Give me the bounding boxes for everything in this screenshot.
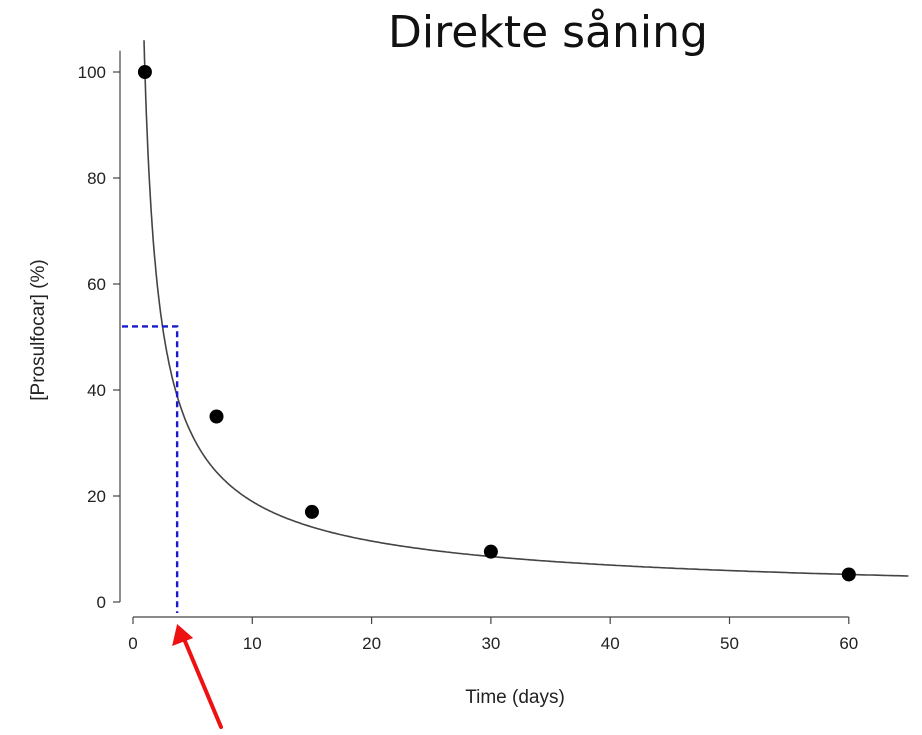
arrow-head (172, 624, 194, 646)
x-axis: 0 10 20 30 40 50 60 (128, 616, 858, 653)
x-tick-label: 30 (481, 634, 500, 653)
half-life-marker (122, 325, 179, 613)
data-point (841, 567, 856, 582)
y-axis: 0 20 40 60 80 100 (78, 50, 121, 612)
y-tick-label: 20 (87, 487, 106, 506)
x-tick-label: 10 (243, 634, 262, 653)
arrow-shaft (179, 630, 223, 729)
data-point (483, 544, 498, 559)
red-arrow-icon (172, 624, 223, 729)
data-point (137, 65, 152, 79)
x-tick-label: 20 (362, 634, 381, 653)
data-point (304, 504, 319, 519)
half-life-dashed-line (122, 325, 179, 613)
data-point (209, 409, 224, 424)
data-points (137, 65, 856, 582)
y-tick-label: 0 (97, 593, 106, 612)
y-tick-label: 80 (87, 169, 106, 188)
y-tick-label: 40 (87, 381, 106, 400)
x-axis-title: Time (days) (465, 687, 565, 708)
x-tick-label: 50 (720, 634, 739, 653)
x-tick-label: 40 (601, 634, 620, 653)
chart-title: Direkte såning (388, 7, 708, 58)
fitted-decay-curve (143, 40, 909, 577)
y-tick-label: 60 (87, 275, 106, 294)
y-axis-title: [Prosulfocar] (%) (28, 259, 49, 400)
x-tick-label: 60 (839, 634, 858, 653)
y-tick-label: 100 (78, 63, 106, 82)
x-tick-label: 0 (128, 634, 137, 653)
